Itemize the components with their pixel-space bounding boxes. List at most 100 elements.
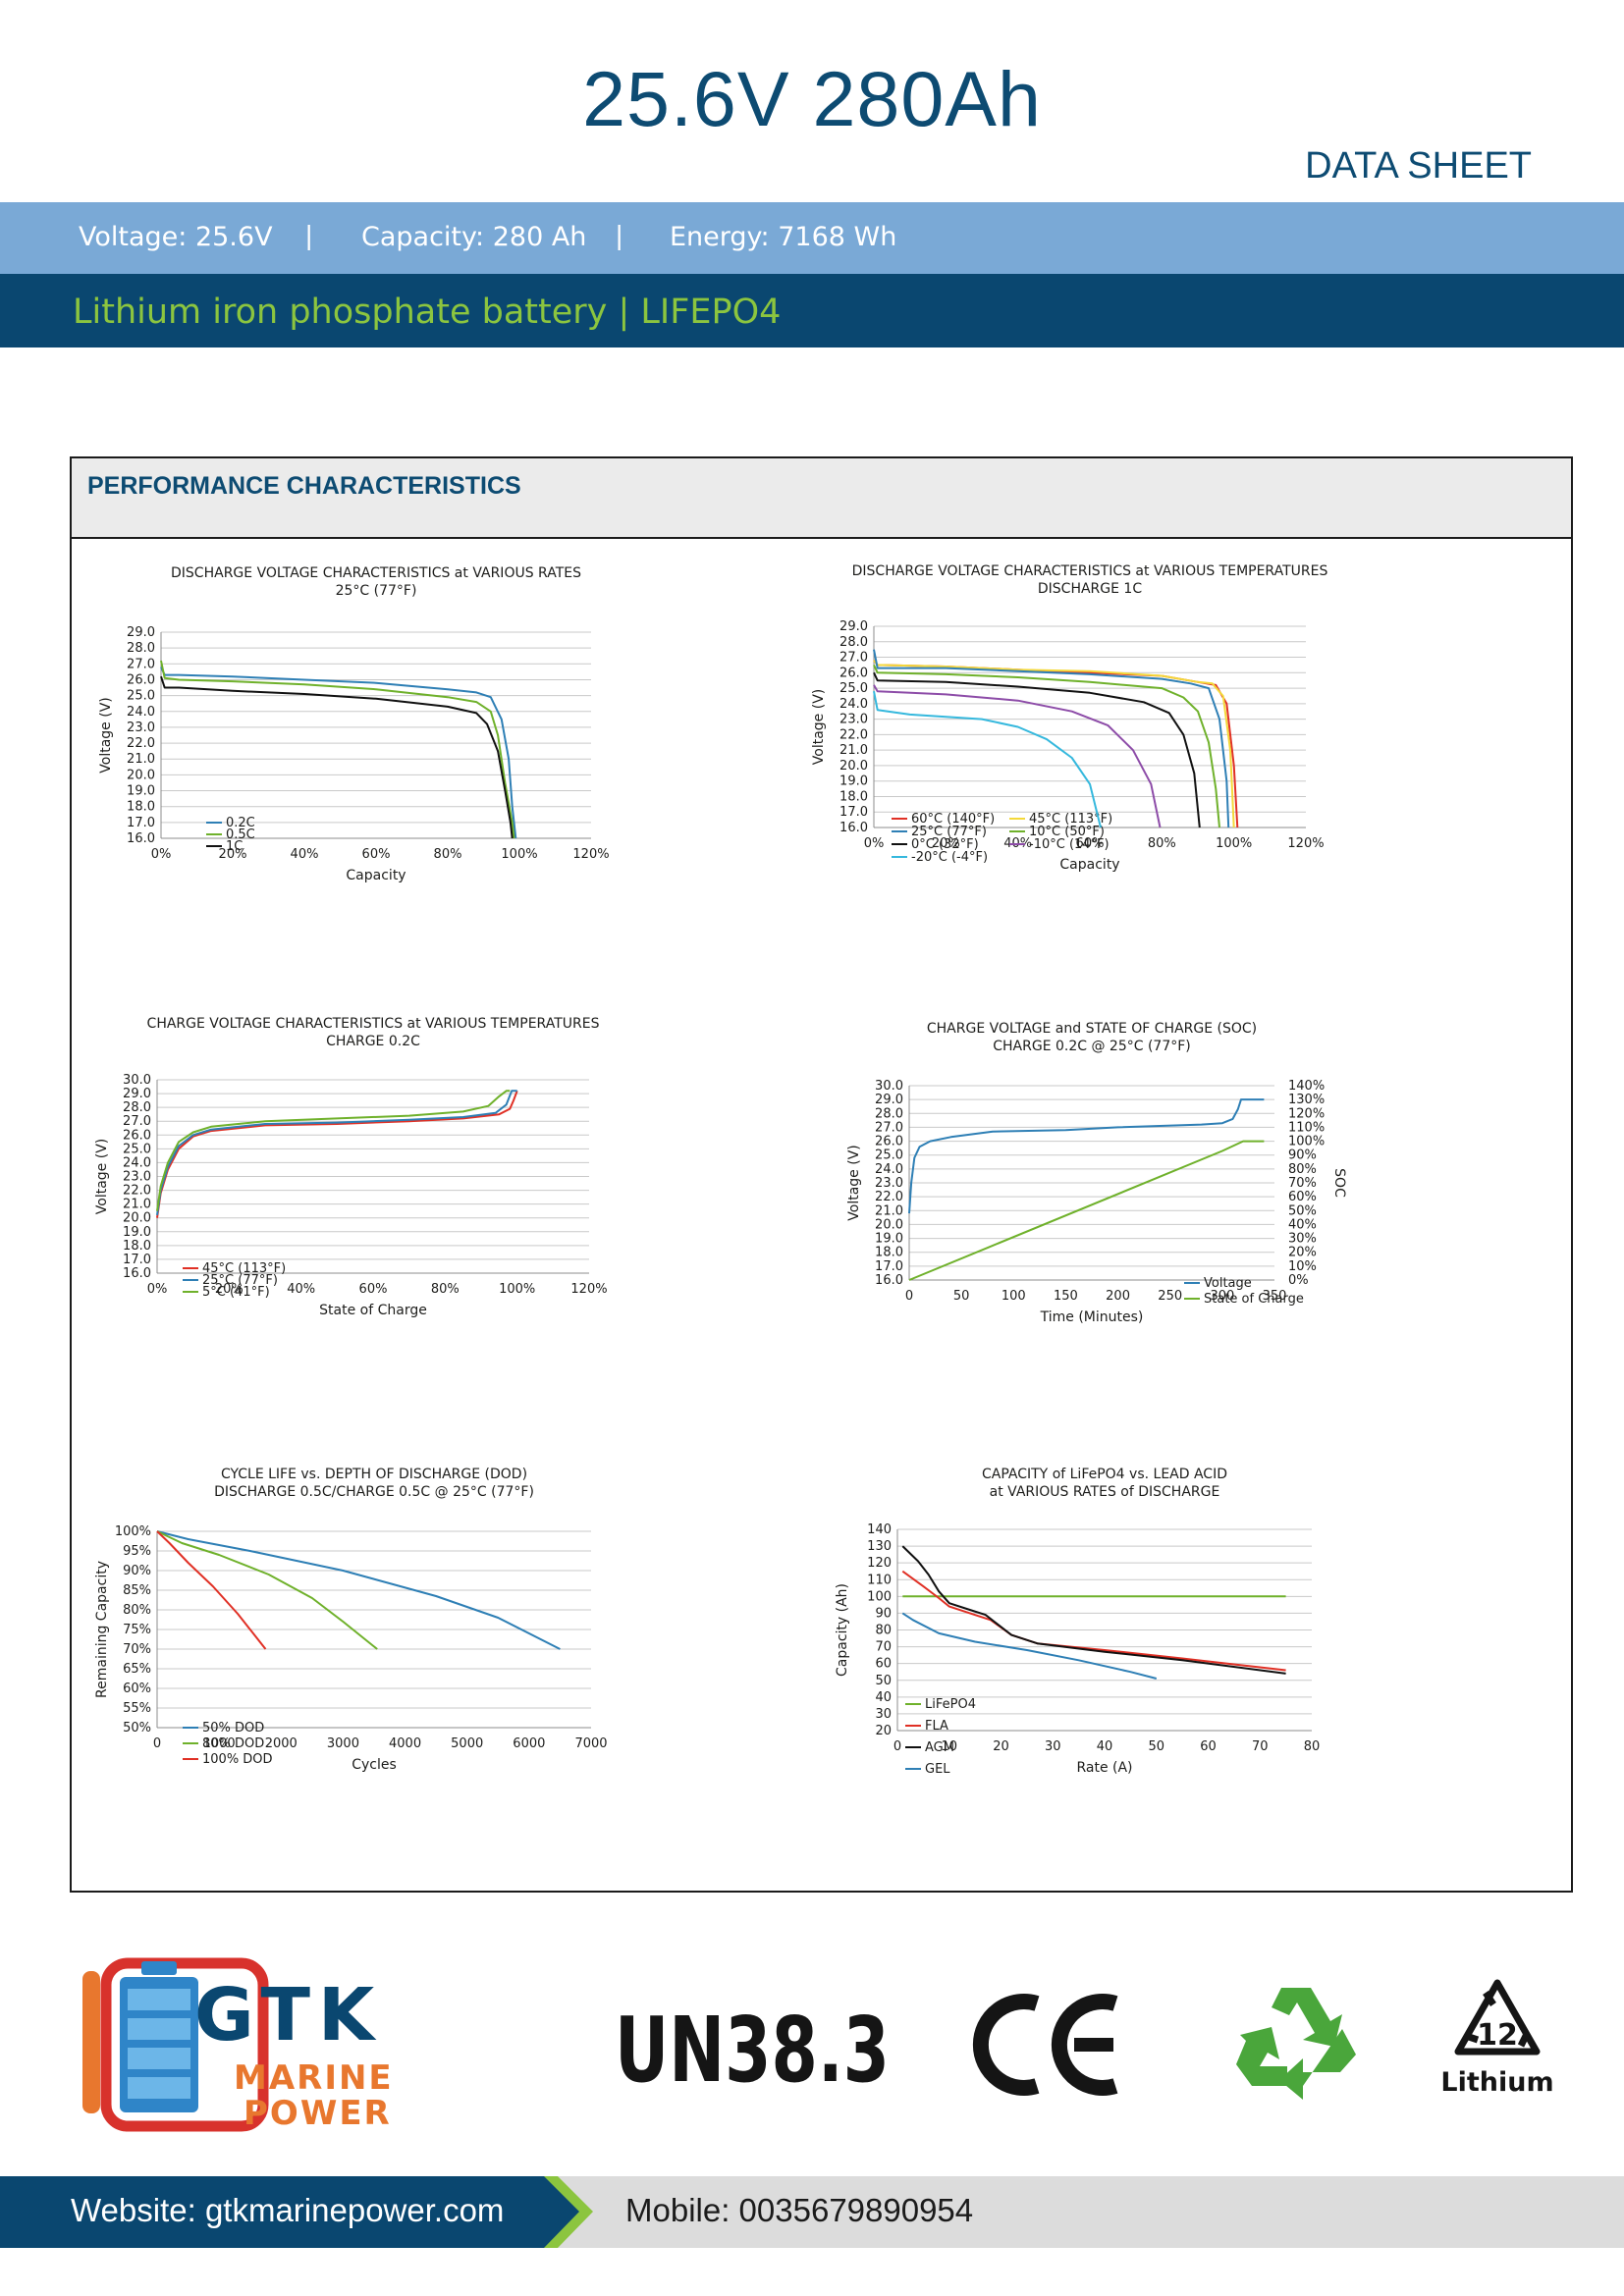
x-tick-label: 3000 [327,1736,359,1751]
x-tick-label: 100% [1216,836,1252,851]
y-tick-label: 25.0 [839,681,868,696]
y-tick-label: 20.0 [875,1217,903,1232]
y-tick-label: 27.0 [839,651,868,666]
page-title: 25.6V 280Ah [582,55,1042,142]
legend-label: 25°C (77°F) [911,825,987,839]
legend-label: 45°C (113°F) [1029,812,1112,827]
logo-battery-cap [141,1961,177,1975]
x-tick-label: 100% [501,847,537,862]
chart-charge-temperatures: CHARGE VOLTAGE CHARACTERISTICS at VARIOU… [94,1016,608,1318]
series-line [901,1612,1158,1680]
y-tick-label: 22.0 [123,1184,151,1199]
y-tick-label: 23.0 [123,1170,151,1185]
x-tick-label: 350 [1263,1289,1287,1304]
series-line [873,664,1220,828]
ce-mark-icon [972,1994,1118,2096]
footer-website-block [0,2176,550,2248]
series-line [873,660,1235,828]
chart-subtitle: DISCHARGE 0.5C/CHARGE 0.5C @ 25°C (77°F) [214,1484,534,1500]
legend-label: -20°C (-4°F) [911,850,988,865]
x-tick-label: 0 [153,1736,161,1751]
lithium-recycle-icon: 12 Lithium [1440,1979,1554,2098]
recycle-label: Lithium [1440,2067,1553,2098]
y-tick-label: 30.0 [875,1079,903,1094]
x-tick-label: 100 [1001,1289,1026,1304]
x-tick-label: 20% [219,847,247,862]
x-tick-label: 40 [1097,1739,1113,1754]
y-tick-label: 100 [867,1589,892,1604]
y-tick-label: 23.0 [839,713,868,727]
y-tick-label: 29.0 [127,625,155,640]
y-tick-label: 17.0 [123,1253,151,1267]
y-tick-label: 80% [123,1603,151,1618]
legend-label: 0.5C [226,828,255,842]
chart-discharge-temperatures: DISCHARGE VOLTAGE CHARACTERISTICS at VAR… [811,563,1327,873]
footer-website[interactable]: Website: gtkmarinepower.com [71,2192,505,2228]
y-tick-label: 18.0 [123,1239,151,1254]
series-line [873,684,1162,828]
y-tick-label: 140 [867,1522,892,1537]
recycle-number: 12 [1477,2018,1518,2053]
y-tick-label: 65% [123,1662,151,1677]
series-line [156,1530,267,1650]
y2-axis-label: SOC [1331,1168,1347,1198]
x-tick-label: 20% [932,836,960,851]
subtitle-bar: Lithium iron phosphate battery | LIFEPO4 [0,274,1624,347]
legend-label: 50% DOD [202,1721,264,1735]
series-line [160,660,515,839]
y-tick-label: 27.0 [127,657,155,671]
y2-tick-label: 20% [1288,1246,1317,1260]
legend-label: 60°C (140°F) [911,812,995,827]
x-tick-label: 0% [147,1282,168,1297]
y-axis-label: Voltage (V) [94,1139,110,1214]
spec-capacity: Capacity: 280 Ah [361,222,587,252]
x-tick-label: 100% [499,1282,535,1297]
gtk-logo: GTK MARINE POWER [82,1957,394,2133]
chart-subtitle: CHARGE 0.2C @ 25°C (77°F) [993,1039,1191,1054]
y-tick-label: 16.0 [875,1273,903,1288]
y2-tick-label: 140% [1288,1079,1325,1094]
x-tick-label: 80% [434,847,462,862]
x-axis-label: Capacity [1059,857,1119,873]
chart-title: DISCHARGE VOLTAGE CHARACTERISTICS at VAR… [171,565,581,581]
x-tick-label: 60% [362,847,391,862]
x-axis-label: Capacity [346,868,406,883]
y-tick-label: 28.0 [123,1100,151,1115]
y2-tick-label: 60% [1288,1190,1317,1204]
x-tick-label: 70 [1252,1739,1269,1754]
x-tick-label: 300 [1210,1289,1234,1304]
y-tick-label: 23.0 [875,1176,903,1191]
y-tick-label: 18.0 [875,1246,903,1260]
y2-tick-label: 10% [1288,1259,1317,1274]
series-line [873,660,1239,828]
chart-subtitle: 25°C (77°F) [336,583,417,599]
footer-mobile[interactable]: Mobile: 0035679890954 [625,2192,974,2228]
y-tick-label: 22.0 [839,727,868,742]
y2-tick-label: 40% [1288,1217,1317,1232]
y-tick-label: 50 [875,1674,892,1688]
x-tick-label: 20% [215,1282,244,1297]
y-tick-label: 19.0 [123,1225,151,1240]
y-tick-label: 120 [867,1556,892,1571]
y2-tick-label: 100% [1288,1135,1325,1149]
logo-battery-cell [128,2077,190,2099]
chart-title: CHARGE VOLTAGE and STATE OF CHARGE (SOC) [927,1021,1257,1037]
y-axis-label: Capacity (Ah) [835,1583,850,1677]
brand-marine: MARINE [234,2058,394,2098]
y-tick-label: 19.0 [875,1232,903,1247]
y-tick-label: 19.0 [127,784,155,799]
y2-tick-label: 110% [1288,1120,1325,1135]
x-tick-label: 60 [1200,1739,1217,1754]
legend-label: 10°C (50°F) [1029,825,1105,839]
spec-energy: Energy: 7168 Wh [670,222,897,252]
y2-tick-label: 90% [1288,1148,1317,1163]
legend-label: 0.2C [226,816,255,830]
x-tick-label: 40% [287,1282,315,1297]
x-tick-label: 5000 [451,1736,483,1751]
y-tick-label: 25.0 [127,689,155,704]
chart-title: CAPACITY of LiFePO4 vs. LEAD ACID [982,1467,1227,1482]
y-tick-label: 22.0 [875,1190,903,1204]
y-tick-label: 26.0 [123,1128,151,1143]
y-tick-label: 26.0 [127,672,155,687]
legend-label: 1C [226,839,243,854]
